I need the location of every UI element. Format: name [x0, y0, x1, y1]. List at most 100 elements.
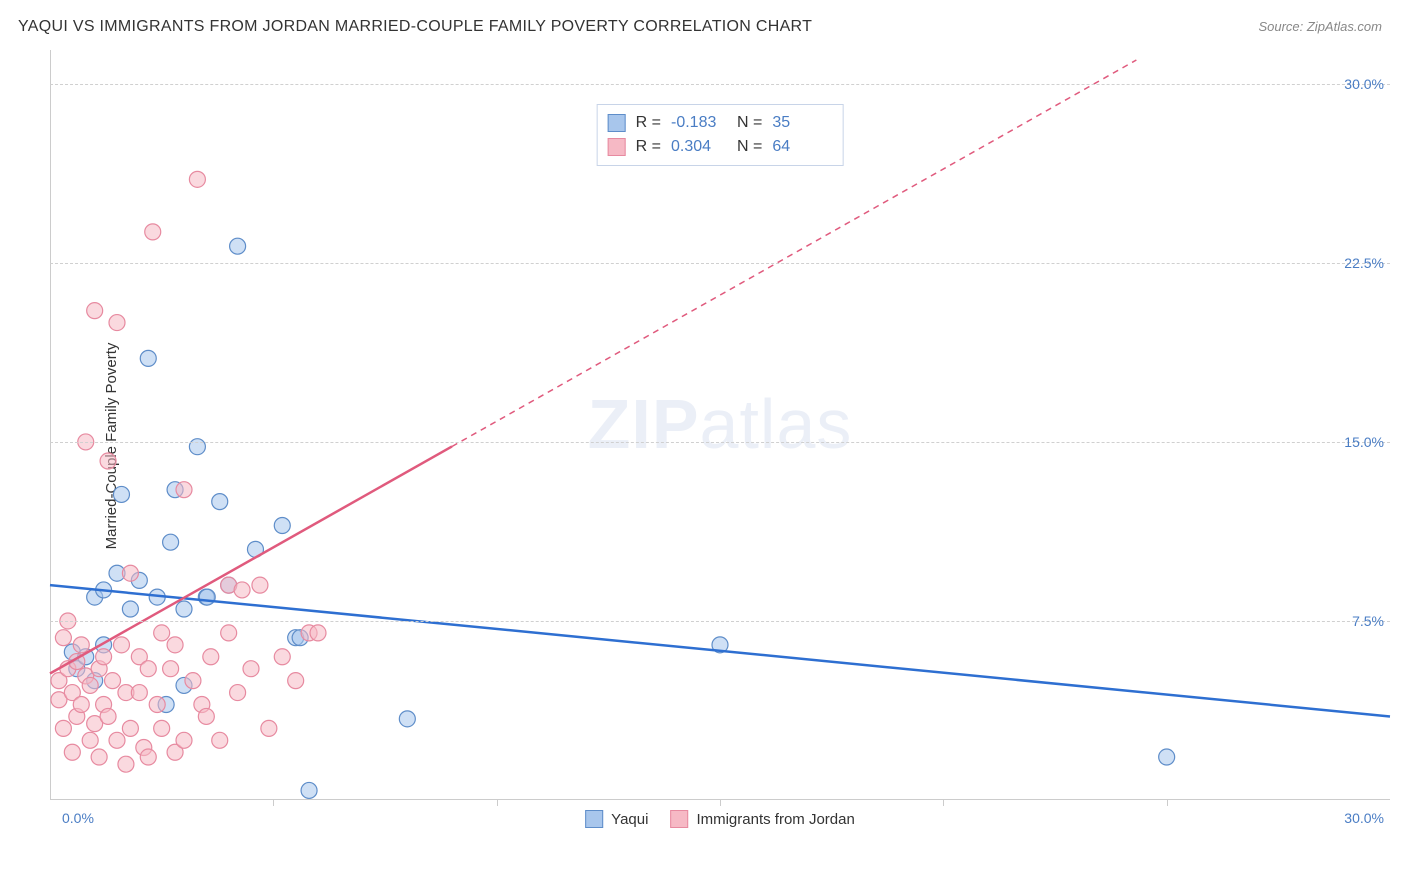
scatter-point: [73, 697, 89, 713]
scatter-point: [140, 749, 156, 765]
scatter-point: [243, 661, 259, 677]
scatter-point: [122, 565, 138, 581]
scatter-point: [230, 238, 246, 254]
scatter-point: [203, 649, 219, 665]
bottom-legend: Yaqui Immigrants from Jordan: [585, 810, 855, 828]
scatter-point: [167, 637, 183, 653]
scatter-point: [109, 732, 125, 748]
stats-row-blue: R = -0.183 N = 35: [608, 111, 829, 135]
grid-line: [50, 263, 1390, 264]
scatter-point: [149, 697, 165, 713]
x-tick-label: 0.0%: [62, 810, 94, 826]
x-minor-tick: [943, 800, 944, 806]
source-name: ZipAtlas.com: [1307, 19, 1382, 34]
scatter-plot: [50, 50, 1390, 830]
scatter-point: [100, 453, 116, 469]
source-prefix: Source:: [1258, 19, 1306, 34]
r-label-pink: R =: [636, 135, 661, 159]
scatter-point: [64, 744, 80, 760]
grid-line: [50, 621, 1390, 622]
x-minor-tick: [273, 800, 274, 806]
x-minor-tick: [720, 800, 721, 806]
y-tick-label: 30.0%: [1344, 76, 1384, 92]
x-minor-tick: [497, 800, 498, 806]
scatter-point: [234, 582, 250, 598]
y-tick-label: 7.5%: [1352, 613, 1384, 629]
grid-line: [50, 84, 1390, 85]
scatter-point: [105, 673, 121, 689]
scatter-point: [230, 685, 246, 701]
legend-item-blue: Yaqui: [585, 810, 648, 828]
scatter-point: [185, 673, 201, 689]
scatter-point: [109, 315, 125, 331]
scatter-point: [1159, 749, 1175, 765]
scatter-point: [73, 637, 89, 653]
scatter-point: [252, 577, 268, 593]
chart-header: YAQUI VS IMMIGRANTS FROM JORDAN MARRIED-…: [18, 18, 1382, 36]
scatter-point: [176, 482, 192, 498]
legend-swatch-blue: [585, 810, 603, 828]
scatter-point: [154, 720, 170, 736]
scatter-point: [55, 630, 71, 646]
chart-area: ZIPatlas R = -0.183 N = 35 R = 0.304 N =…: [50, 50, 1390, 830]
scatter-point: [82, 677, 98, 693]
scatter-point: [113, 486, 129, 502]
scatter-point: [198, 708, 214, 724]
n-label-pink: N =: [737, 135, 762, 159]
legend-swatch-pink: [670, 810, 688, 828]
n-label-blue: N =: [737, 111, 762, 135]
x-tick-label: 30.0%: [1344, 810, 1384, 826]
n-value-blue: 35: [772, 111, 828, 135]
swatch-pink: [608, 138, 626, 156]
scatter-point: [145, 224, 161, 240]
r-value-pink: 0.304: [671, 135, 727, 159]
scatter-point: [288, 673, 304, 689]
scatter-point: [199, 589, 215, 605]
legend-item-pink: Immigrants from Jordan: [670, 810, 854, 828]
scatter-point: [96, 649, 112, 665]
scatter-point: [301, 782, 317, 798]
y-tick-label: 15.0%: [1344, 434, 1384, 450]
r-value-blue: -0.183: [671, 111, 727, 135]
stats-legend-box: R = -0.183 N = 35 R = 0.304 N = 64: [597, 104, 844, 166]
r-label-blue: R =: [636, 111, 661, 135]
legend-label-blue: Yaqui: [611, 811, 648, 828]
scatter-point: [113, 637, 129, 653]
scatter-point: [221, 625, 237, 641]
scatter-point: [399, 711, 415, 727]
scatter-point: [212, 494, 228, 510]
scatter-point: [310, 625, 326, 641]
scatter-point: [212, 732, 228, 748]
x-minor-tick: [1167, 800, 1168, 806]
scatter-point: [176, 601, 192, 617]
source-attribution: Source: ZipAtlas.com: [1258, 19, 1382, 34]
scatter-point: [131, 685, 147, 701]
scatter-point: [82, 732, 98, 748]
scatter-point: [189, 171, 205, 187]
scatter-point: [163, 534, 179, 550]
scatter-point: [55, 720, 71, 736]
scatter-point: [140, 350, 156, 366]
n-value-pink: 64: [772, 135, 828, 159]
scatter-point: [274, 649, 290, 665]
scatter-point: [261, 720, 277, 736]
grid-line: [50, 442, 1390, 443]
chart-title: YAQUI VS IMMIGRANTS FROM JORDAN MARRIED-…: [18, 18, 812, 36]
legend-label-pink: Immigrants from Jordan: [696, 811, 854, 828]
scatter-point: [118, 756, 134, 772]
y-tick-label: 22.5%: [1344, 255, 1384, 271]
scatter-point: [122, 601, 138, 617]
scatter-point: [176, 732, 192, 748]
scatter-point: [91, 749, 107, 765]
scatter-point: [122, 720, 138, 736]
scatter-point: [154, 625, 170, 641]
regression-line-solid: [50, 446, 452, 673]
scatter-point: [163, 661, 179, 677]
scatter-point: [87, 303, 103, 319]
swatch-blue: [608, 114, 626, 132]
regression-line-solid: [50, 585, 1390, 716]
scatter-point: [100, 708, 116, 724]
stats-row-pink: R = 0.304 N = 64: [608, 135, 829, 159]
scatter-point: [140, 661, 156, 677]
scatter-point: [274, 517, 290, 533]
